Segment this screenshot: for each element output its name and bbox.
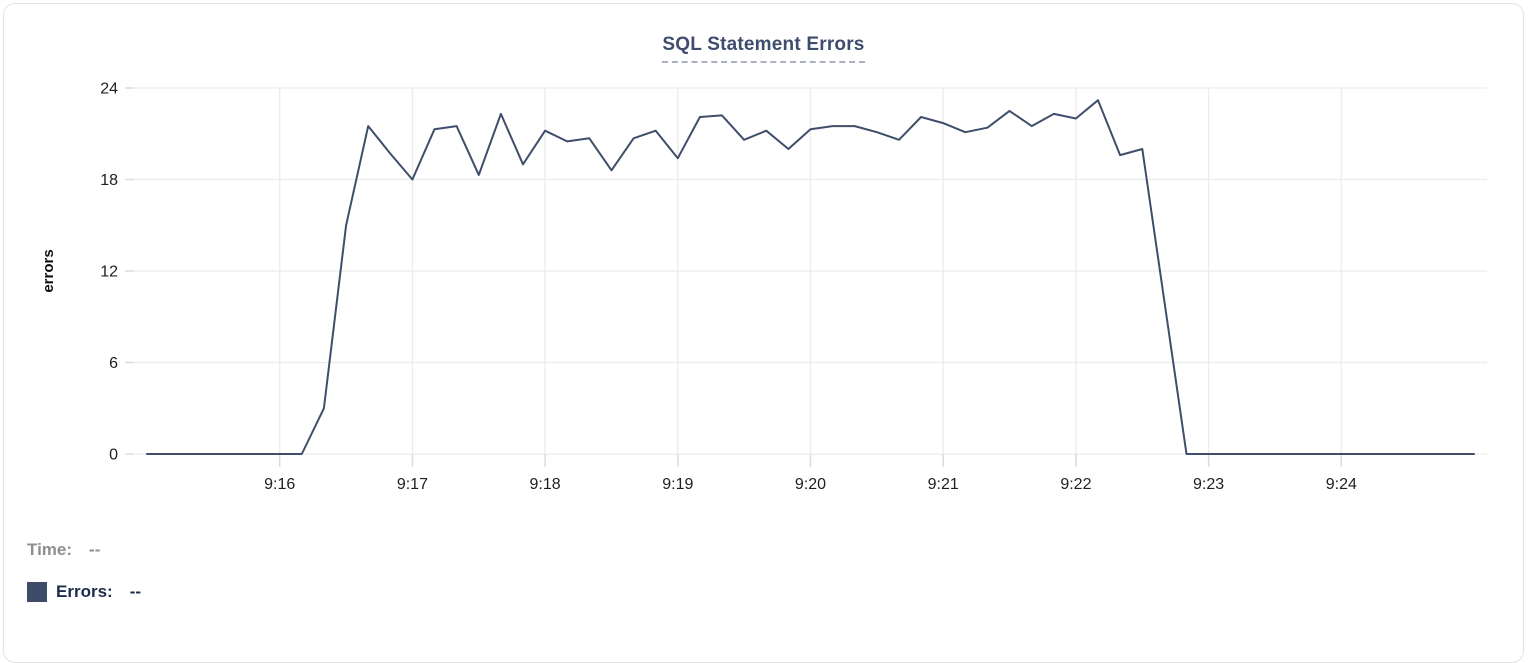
errors-color-swatch [27,582,47,602]
errors-value: -- [129,582,142,601]
svg-text:errors: errors [40,249,57,292]
errors-label: Errors: [56,582,113,601]
hover-readout-time: Time: -- [27,540,100,560]
svg-text:9:17: 9:17 [397,476,428,493]
line-chart-svg[interactable]: 0 6 12 18 24 9:16 9:17 9:18 9:19 9:20 9:21 9:22 9:23… [4,4,1528,514]
svg-text:9:18: 9:18 [530,476,561,493]
svg-text:9:24: 9:24 [1326,476,1357,493]
hover-readout-errors: Errors: -- [27,582,141,602]
svg-text:9:21: 9:21 [928,476,959,493]
svg-text:6: 6 [109,355,118,372]
svg-text:9:20: 9:20 [795,476,826,493]
chart-card: SQL Statement Errors 0 6 12 18 24 9:16 9:17 9:1… [3,3,1524,663]
svg-text:9:22: 9:22 [1060,476,1091,493]
time-value: -- [89,540,101,559]
chart-title[interactable]: SQL Statement Errors [662,34,865,63]
svg-text:9:16: 9:16 [264,476,295,493]
time-label: Time: [27,540,73,559]
svg-text:18: 18 [100,172,118,189]
chart-header: SQL Statement Errors [4,34,1523,63]
svg-text:9:23: 9:23 [1193,476,1224,493]
svg-text:9:19: 9:19 [662,476,693,493]
svg-text:0: 0 [109,447,118,464]
svg-text:12: 12 [100,264,118,281]
svg-text:24: 24 [100,81,118,98]
